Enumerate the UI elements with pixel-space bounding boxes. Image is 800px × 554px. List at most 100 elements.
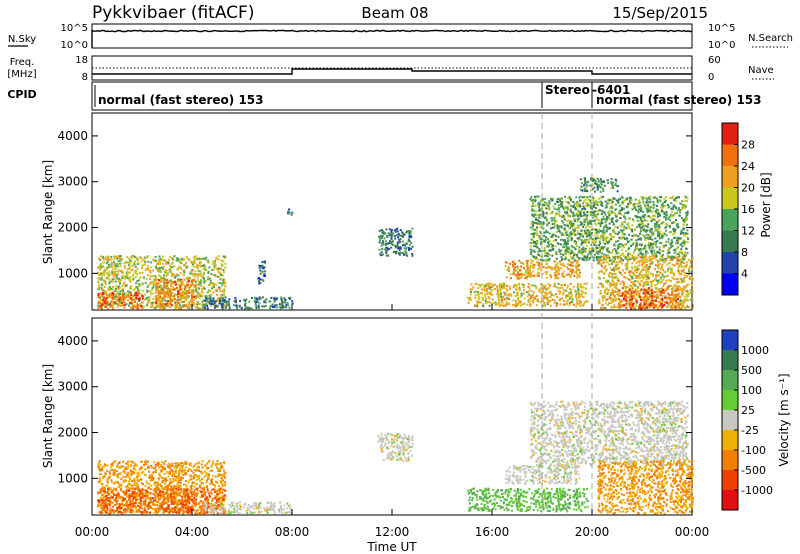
data-cell — [642, 284, 645, 286]
data-cell — [589, 251, 592, 253]
data-cell — [157, 299, 160, 302]
data-cell — [156, 294, 159, 297]
data-cell — [167, 296, 169, 299]
data-cell — [263, 260, 266, 263]
data-cell — [102, 272, 105, 275]
data-cell — [587, 198, 590, 201]
data-cell — [597, 300, 600, 303]
data-cell — [577, 232, 580, 235]
data-cell — [652, 218, 655, 221]
data-cell — [597, 230, 600, 233]
data-cell — [596, 259, 599, 262]
data-cell — [555, 276, 557, 278]
data-cell — [683, 241, 686, 244]
data-cell — [667, 279, 670, 282]
data-cell — [126, 276, 129, 279]
data-cell — [250, 307, 253, 310]
data-cell — [572, 201, 575, 203]
data-cell — [131, 295, 134, 298]
data-cell — [118, 300, 121, 303]
data-cell — [109, 305, 112, 308]
data-cell — [406, 254, 409, 257]
data-cell — [602, 215, 605, 218]
data-cell — [679, 262, 682, 265]
data-cell — [518, 259, 521, 262]
data-cell — [176, 286, 178, 289]
data-cell — [215, 289, 217, 292]
data-cell — [162, 304, 165, 307]
data-cell — [632, 243, 634, 246]
data-cell — [532, 223, 535, 226]
data-cell — [533, 249, 536, 252]
data-cell — [641, 304, 644, 307]
data-cell — [107, 307, 110, 310]
data-cell — [584, 182, 587, 185]
data-cell — [558, 268, 561, 271]
data-cell — [477, 287, 480, 290]
data-cell — [188, 288, 191, 291]
data-cell — [468, 299, 471, 302]
data-cell — [192, 289, 195, 292]
data-cell — [622, 282, 625, 285]
data-cell — [661, 263, 664, 266]
data-cell — [171, 281, 174, 284]
data-cell — [546, 222, 549, 225]
data-cell — [138, 300, 140, 302]
data-cell — [611, 273, 614, 276]
data-cell — [211, 282, 214, 284]
data-cell — [532, 201, 535, 204]
data-cell — [105, 258, 108, 261]
data-cell — [191, 261, 194, 264]
data-cell — [583, 223, 586, 226]
data-cell — [572, 205, 575, 208]
data-cell — [275, 297, 278, 300]
data-cell — [631, 228, 633, 231]
freq-right-label: Nave — [748, 65, 774, 76]
data-cell — [680, 217, 683, 220]
data-cell — [202, 286, 205, 289]
data-cell — [624, 212, 627, 215]
data-cell — [585, 205, 588, 207]
data-cell — [228, 303, 230, 306]
data-cell — [545, 236, 547, 239]
data-cell — [676, 238, 679, 241]
data-cell — [109, 303, 111, 306]
data-cell — [207, 276, 210, 279]
data-cell — [479, 283, 482, 286]
data-cell — [585, 226, 587, 229]
data-cell — [530, 284, 533, 287]
data-cell — [379, 239, 382, 242]
data-cell — [286, 302, 289, 304]
data-cell — [673, 278, 676, 281]
data-cell — [530, 196, 533, 199]
data-cell — [576, 201, 579, 204]
data-cell — [490, 285, 493, 288]
data-cell — [181, 300, 184, 303]
data-cell — [564, 258, 567, 261]
data-cell — [537, 298, 539, 301]
data-cell — [410, 235, 413, 238]
data-cell — [627, 296, 630, 299]
data-cell — [603, 253, 606, 256]
data-cell — [621, 231, 624, 233]
data-cell — [601, 284, 604, 287]
data-cell — [587, 253, 590, 256]
data-cell — [638, 205, 641, 208]
data-cell — [629, 300, 632, 303]
data-cell — [191, 279, 194, 282]
data-cell — [558, 213, 561, 215]
data-cell — [649, 197, 652, 200]
data-cell — [585, 232, 588, 235]
data-cell — [595, 228, 598, 231]
data-cell — [654, 222, 656, 225]
data-cell — [127, 294, 129, 297]
data-cell — [522, 284, 525, 286]
data-cell — [180, 296, 183, 299]
data-cell — [578, 203, 581, 206]
data-cell — [592, 241, 595, 244]
data-cell — [585, 189, 588, 192]
freq-right-tick-high: 60 — [708, 55, 721, 66]
data-cell — [614, 182, 617, 185]
data-cell — [538, 216, 541, 219]
data-cell — [683, 298, 686, 301]
